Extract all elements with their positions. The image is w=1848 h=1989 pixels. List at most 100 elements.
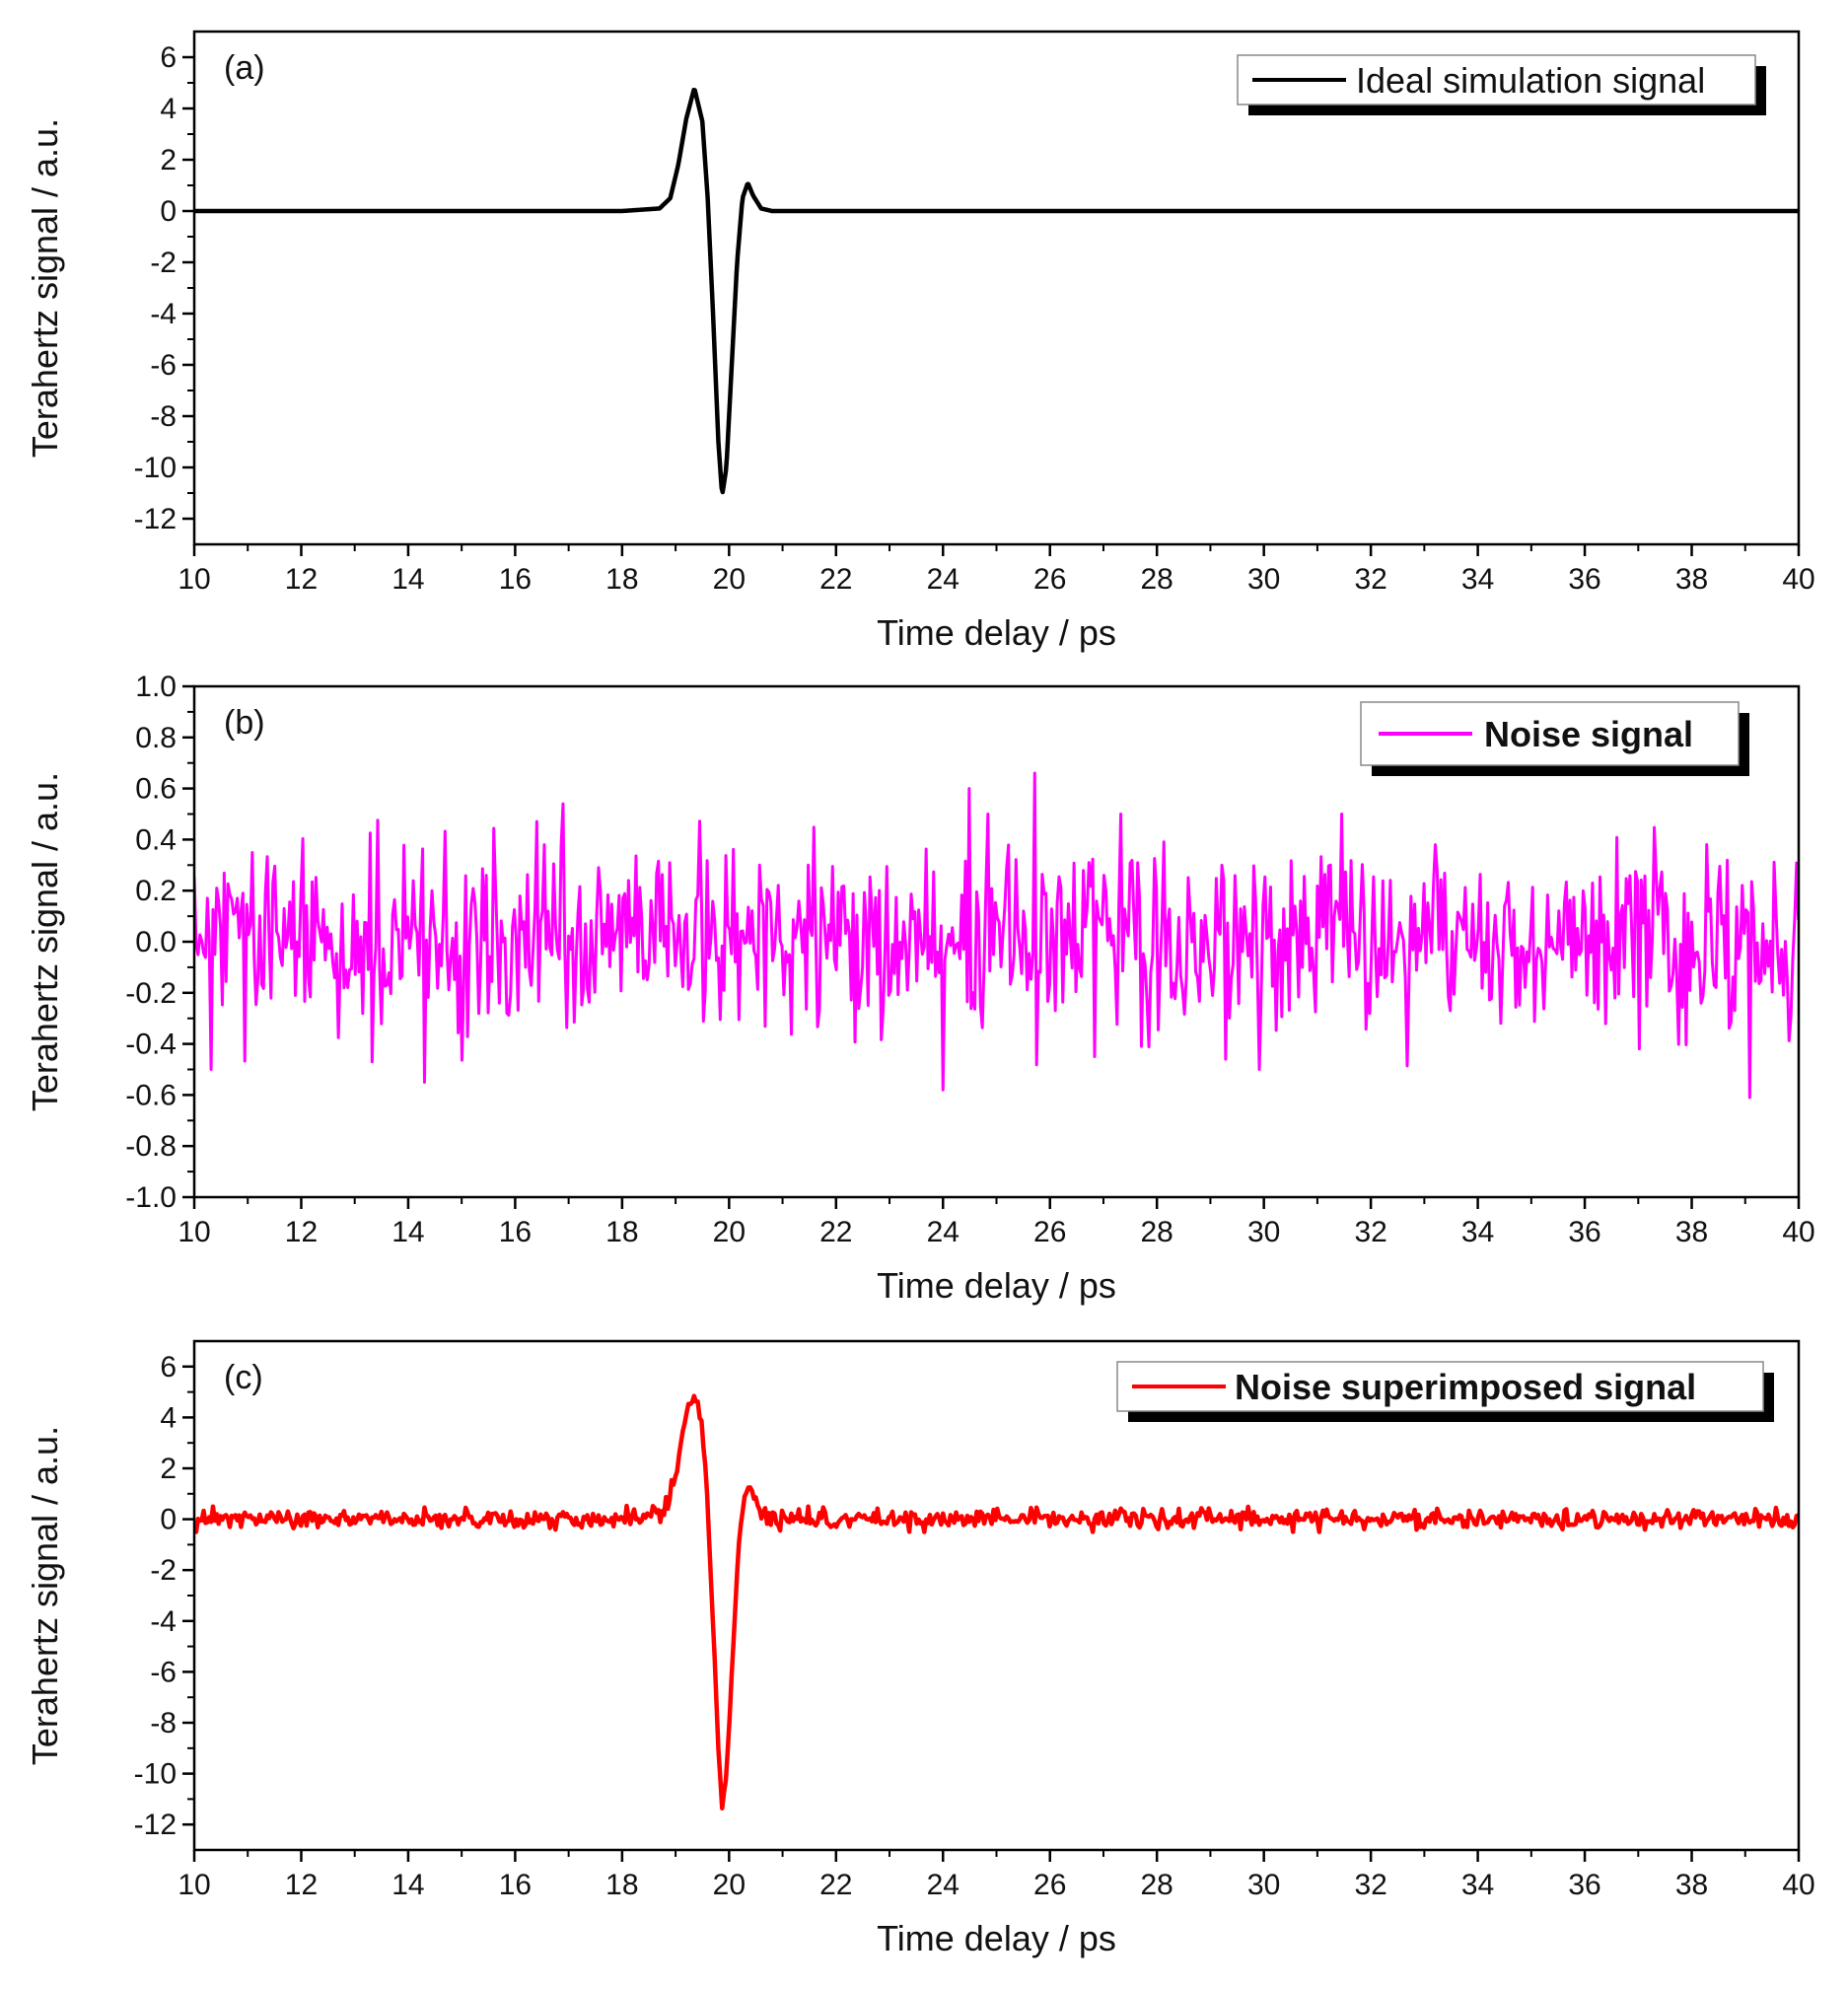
x-tick-label: 32 xyxy=(1354,1869,1386,1901)
y-tick-label: -1.0 xyxy=(125,1181,177,1214)
y-tick-label: 0.2 xyxy=(135,875,177,907)
x-tick-label: 40 xyxy=(1782,563,1814,596)
legend-label: Noise superimposed signal xyxy=(1235,1367,1696,1407)
x-tick-label: 30 xyxy=(1247,1216,1280,1248)
x-tick-label: 30 xyxy=(1247,1869,1280,1901)
x-tick-label: 12 xyxy=(285,1216,318,1248)
y-tick-label: 4 xyxy=(160,1401,177,1434)
x-tick-label: 24 xyxy=(927,1216,960,1248)
panel-1: 10 12 14 16 18 20 22 24 26 28 30 32 34 36 38 406420-2-4… xyxy=(25,30,1815,653)
x-tick-label: 18 xyxy=(605,1869,638,1901)
x-tick-label: 24 xyxy=(927,563,960,596)
x-tick-label: 36 xyxy=(1568,1216,1600,1248)
x-tick-label: 34 xyxy=(1461,1869,1494,1901)
x-tick-label: 24 xyxy=(927,1869,960,1901)
x-tick-label: 16 xyxy=(499,1869,532,1901)
x-tick-label: 12 xyxy=(285,563,318,596)
y-tick-label: -12 xyxy=(134,1809,177,1841)
y-tick-label: 0 xyxy=(160,195,177,228)
legend-box xyxy=(1360,701,1740,766)
y-tick-label: 0.6 xyxy=(135,773,177,806)
x-tick-label: 22 xyxy=(819,563,852,596)
y-axis-title: Terahertz signal / a.u. xyxy=(25,118,65,458)
y-tick-label: -4 xyxy=(150,298,177,330)
y-tick-label: -0.8 xyxy=(125,1130,177,1163)
y-tick-label: -10 xyxy=(134,452,177,484)
y-tick-label: -0.6 xyxy=(125,1079,177,1111)
x-tick-label: 38 xyxy=(1675,1216,1708,1248)
x-tick-label: 36 xyxy=(1568,563,1600,596)
legend: Ideal simulation signal xyxy=(1237,54,1766,115)
y-tick-label: 4 xyxy=(160,93,177,125)
x-tick-label: 18 xyxy=(605,1216,638,1248)
x-tick-label: 30 xyxy=(1247,563,1280,596)
legend-label: Noise signal xyxy=(1484,714,1693,754)
y-tick-label: -12 xyxy=(134,503,177,535)
x-tick-label: 38 xyxy=(1675,563,1708,596)
x-tick-label: 22 xyxy=(819,1216,852,1248)
x-tick-label: 18 xyxy=(605,563,638,596)
x-tick-label: 28 xyxy=(1141,1869,1173,1901)
y-tick-label: 1.0 xyxy=(135,671,177,703)
y-tick-label: -6 xyxy=(150,349,177,382)
y-tick-label: -10 xyxy=(134,1758,177,1791)
x-tick-label: 16 xyxy=(499,563,532,596)
x-tick-label: 12 xyxy=(285,1869,318,1901)
x-tick-label: 14 xyxy=(391,1216,424,1248)
x-tick-label: 36 xyxy=(1568,1869,1600,1901)
x-tick-label: 40 xyxy=(1782,1869,1814,1901)
y-tick-label: 0.0 xyxy=(135,926,177,959)
x-tick-label: 14 xyxy=(391,563,424,596)
y-tick-label: 2 xyxy=(160,1453,177,1485)
x-axis-title: Time delay / ps xyxy=(877,1265,1116,1306)
series-line-1 xyxy=(194,771,1799,1100)
y-tick-label: -0.2 xyxy=(125,977,177,1010)
y-axis-title: Terahertz signal / a.u. xyxy=(25,1426,65,1765)
y-tick-label: -2 xyxy=(150,1554,177,1587)
legend-label: Ideal simulation signal xyxy=(1356,60,1705,101)
x-tick-label: 10 xyxy=(178,563,210,596)
y-tick-label: 6 xyxy=(160,1351,177,1384)
x-tick-label: 34 xyxy=(1461,563,1494,596)
x-tick-label: 20 xyxy=(713,1216,746,1248)
panel-label: (c) xyxy=(224,1359,263,1396)
x-tick-label: 40 xyxy=(1782,1216,1814,1248)
panel-label: (b) xyxy=(224,704,265,742)
y-tick-label: 0.8 xyxy=(135,722,177,754)
y-tick-label: 0 xyxy=(160,1504,177,1536)
x-axis-title: Time delay / ps xyxy=(877,1918,1116,1958)
x-tick-label: 10 xyxy=(178,1216,210,1248)
x-tick-label: 32 xyxy=(1354,563,1386,596)
x-tick-label: 28 xyxy=(1141,1216,1173,1248)
y-tick-label: -2 xyxy=(150,247,177,279)
x-tick-label: 20 xyxy=(713,1869,746,1901)
y-tick-label: -8 xyxy=(150,400,177,433)
x-tick-label: 32 xyxy=(1354,1216,1386,1248)
y-tick-label: 0.4 xyxy=(135,823,177,856)
x-tick-label: 26 xyxy=(1033,1869,1066,1901)
y-tick-label: 6 xyxy=(160,41,177,74)
x-tick-label: 26 xyxy=(1033,1216,1066,1248)
x-tick-label: 14 xyxy=(391,1869,424,1901)
legend: Noise superimposed signal xyxy=(1116,1361,1774,1422)
x-tick-label: 38 xyxy=(1675,1869,1708,1901)
series-line-1 xyxy=(194,1393,1799,1811)
legend: Noise signal xyxy=(1360,701,1749,776)
x-tick-label: 28 xyxy=(1141,563,1173,596)
x-tick-label: 16 xyxy=(499,1216,532,1248)
x-tick-label: 34 xyxy=(1461,1216,1494,1248)
x-axis-title: Time delay / ps xyxy=(877,612,1116,653)
panel-3: 10 12 14 16 18 20 22 24 26 28 30 32 34 36 38 406420-2-4… xyxy=(25,1339,1815,1958)
y-tick-label: 2 xyxy=(160,144,177,177)
x-tick-label: 10 xyxy=(178,1869,210,1901)
x-tick-label: 26 xyxy=(1033,563,1066,596)
y-axis-title: Terahertz signal / a.u. xyxy=(25,772,65,1111)
y-tick-label: -0.4 xyxy=(125,1029,177,1061)
panel-label: (a) xyxy=(224,49,265,87)
series-line-1 xyxy=(194,88,1799,495)
panel-2: 10 12 14 16 18 20 22 24 26 28 30 32 34 36 38 40 1.0 0.8 0.… xyxy=(25,671,1815,1306)
y-tick-label: -8 xyxy=(150,1707,177,1740)
x-tick-label: 22 xyxy=(819,1869,852,1901)
y-tick-label: -4 xyxy=(150,1605,177,1638)
